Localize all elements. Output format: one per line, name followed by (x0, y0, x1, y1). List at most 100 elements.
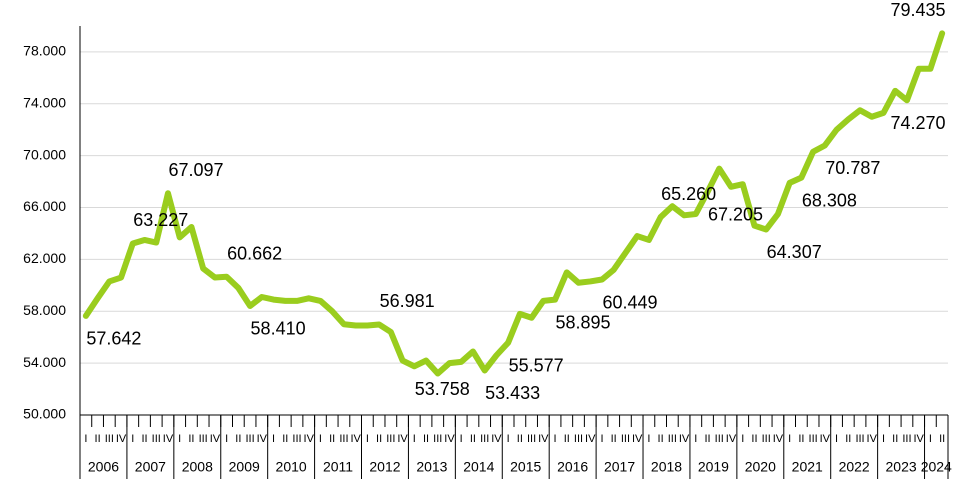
x-tick-label: I (131, 433, 134, 445)
x-tick-label: I (600, 433, 603, 445)
x-tick-label: II (798, 433, 804, 445)
x-tick-label: III (152, 433, 161, 445)
x-tick-label: III (574, 433, 583, 445)
x-tick-label: IV (585, 433, 596, 445)
x-tick-label: I (178, 433, 181, 445)
x-tick-label: I (460, 433, 463, 445)
x-tick-label: III (245, 433, 254, 445)
x-tick-label: III (855, 433, 864, 445)
value-label: 74.270 (890, 113, 945, 133)
x-tick-label: III (386, 433, 395, 445)
x-tick-label: I (694, 433, 697, 445)
x-tick-label: II (611, 433, 617, 445)
year-label: 2011 (323, 459, 353, 475)
year-label: 2015 (510, 459, 541, 475)
x-tick-label: III (433, 433, 442, 445)
year-label: 2018 (651, 459, 682, 475)
y-tick-label: 50.000 (23, 406, 66, 422)
value-label: 67.097 (168, 160, 223, 180)
y-tick-label: 58.000 (23, 302, 66, 318)
year-label: 2008 (182, 459, 213, 475)
year-label: 2013 (416, 459, 447, 475)
x-tick-label: IV (210, 433, 221, 445)
x-tick-label: II (95, 433, 101, 445)
x-tick-label: I (366, 433, 369, 445)
x-tick-label: I (84, 433, 87, 445)
value-label: 64.307 (767, 242, 822, 262)
year-label: 2023 (886, 459, 917, 475)
x-tick-label: III (199, 433, 208, 445)
x-tick-label: IV (820, 433, 831, 445)
value-label: 58.895 (556, 312, 611, 332)
x-tick-label: I (741, 433, 744, 445)
year-label: 2020 (745, 459, 776, 475)
x-tick-label: II (751, 433, 757, 445)
year-label: 2016 (557, 459, 588, 475)
x-tick-label: II (235, 433, 241, 445)
value-label: 68.308 (802, 190, 857, 210)
x-tick-label: IV (163, 433, 174, 445)
x-tick-label: IV (679, 433, 690, 445)
x-tick-label: III (762, 433, 771, 445)
year-label: 2017 (604, 459, 635, 475)
value-label: 70.787 (825, 158, 880, 178)
x-tick-label: II (188, 433, 194, 445)
x-tick-label: IV (773, 433, 784, 445)
value-label: 55.577 (509, 355, 564, 375)
x-tick-label: I (319, 433, 322, 445)
x-tick-label: II (939, 433, 945, 445)
value-label: 67.205 (708, 205, 763, 225)
x-tick-label: II (376, 433, 382, 445)
value-label: 53.433 (485, 383, 540, 403)
x-tick-label: IV (397, 433, 408, 445)
x-tick-label: I (647, 433, 650, 445)
x-tick-label: IV (350, 433, 361, 445)
y-tick-label: 62.000 (23, 250, 66, 266)
x-tick-label: II (845, 433, 851, 445)
x-tick-label: III (902, 433, 911, 445)
year-label: 2022 (839, 459, 870, 475)
year-label: 2019 (698, 459, 729, 475)
x-tick-label: IV (304, 433, 315, 445)
year-label: 2024 (921, 459, 952, 475)
value-label: 60.449 (602, 292, 657, 312)
x-tick-label: IV (913, 433, 924, 445)
x-tick-label: I (272, 433, 275, 445)
x-tick-label: II (282, 433, 288, 445)
value-label: 79.435 (890, 0, 945, 20)
x-tick-label: III (339, 433, 348, 445)
x-tick-label: IV (444, 433, 455, 445)
x-tick-label: II (892, 433, 898, 445)
x-tick-label: IV (538, 433, 549, 445)
value-label: 56.981 (380, 291, 435, 311)
x-tick-label: II (470, 433, 476, 445)
x-tick-label: I (225, 433, 228, 445)
x-tick-label: II (517, 433, 523, 445)
year-label: 2010 (276, 459, 307, 475)
x-tick-label: I (835, 433, 838, 445)
x-tick-label: III (292, 433, 301, 445)
x-tick-label: III (621, 433, 630, 445)
x-tick-label: IV (257, 433, 268, 445)
value-label: 58.410 (251, 319, 306, 339)
line (82, 30, 946, 377)
x-tick-label: III (668, 433, 677, 445)
value-label: 53.758 (415, 379, 470, 399)
x-tick-label: III (527, 433, 536, 445)
x-tick-label: I (413, 433, 416, 445)
x-tick-label: III (105, 433, 114, 445)
value-label: 63.227 (133, 210, 188, 230)
x-tick-label: IV (491, 433, 502, 445)
y-tick-label: 74.000 (23, 95, 66, 111)
y-tick-label: 54.000 (23, 354, 66, 370)
x-tick-label: II (658, 433, 664, 445)
x-tick-label: IV (116, 433, 127, 445)
year-label: 2007 (135, 459, 166, 475)
year-label: 2009 (229, 459, 260, 475)
x-tick-label: IV (726, 433, 737, 445)
year-label: 2012 (369, 459, 400, 475)
x-tick-label: III (809, 433, 818, 445)
year-label: 2021 (792, 459, 823, 475)
x-tick-label: II (704, 433, 710, 445)
